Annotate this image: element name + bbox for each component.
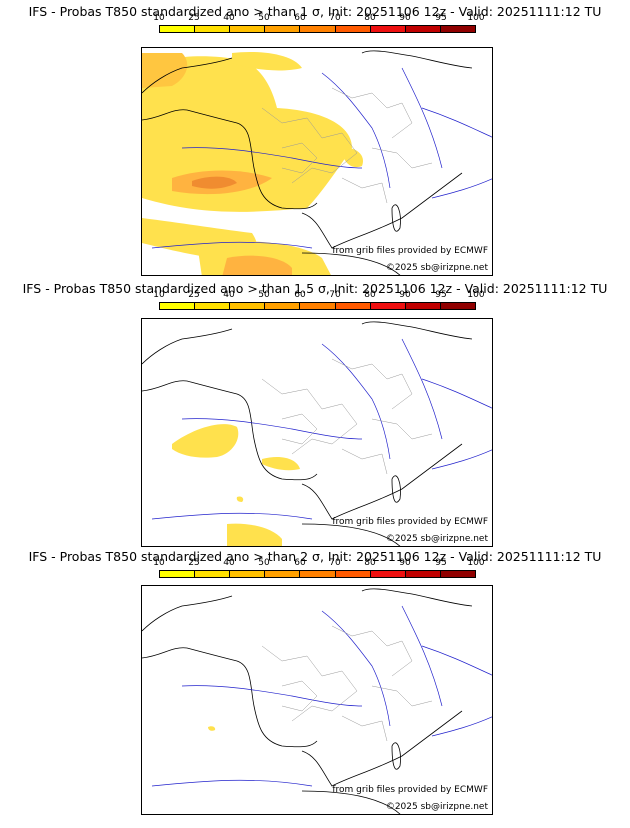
map-svg — [142, 588, 492, 814]
colorbar-tick: 70 — [329, 290, 341, 300]
coastline — [142, 50, 473, 275]
map-area: from grib files provided by ECMWF ©2025 … — [141, 47, 493, 276]
map-panel-1: IFS - Probas T850 standardized ano > tha… — [0, 0, 630, 276]
colorbar — [159, 570, 476, 578]
map-area: from grib files provided by ECMWF ©2025 … — [141, 318, 493, 547]
panel-title: IFS - Probas T850 standardized ano > tha… — [28, 4, 602, 19]
colorbar-tick: 90 — [399, 290, 411, 300]
colorbar — [159, 302, 476, 310]
colorbar-tick: 80 — [364, 13, 376, 23]
probability-shading — [142, 51, 363, 275]
colorbar-bin — [440, 303, 475, 309]
colorbar-tick: 60 — [294, 13, 306, 23]
colorbar-tick: 50 — [258, 290, 270, 300]
colorbar-tick: 90 — [399, 558, 411, 568]
colorbar-tick: 100 — [467, 558, 485, 568]
colorbar-tick: 60 — [294, 290, 306, 300]
colorbar-tick: 95 — [435, 13, 447, 23]
colorbar-bin — [160, 571, 196, 577]
colorbar — [159, 25, 476, 33]
colorbar-bin — [230, 303, 266, 309]
colorbar-bin — [370, 303, 406, 309]
probability-shading — [172, 424, 300, 546]
colorbar-bin — [370, 26, 406, 32]
copyright-credit: ©2025 sb@irizpne.net — [385, 263, 488, 273]
map-area: from grib files provided by ECMWF ©2025 … — [141, 585, 493, 815]
copyright-credit: ©2025 sb@irizpne.net — [385, 802, 488, 812]
colorbar-bin — [405, 571, 441, 577]
colorbar-bin — [265, 571, 301, 577]
colorbar-tick: 40 — [223, 290, 235, 300]
colorbar-tick: 25 — [188, 558, 200, 568]
coastline — [142, 588, 473, 814]
colorbar-tick: 25 — [188, 290, 200, 300]
probability-shading — [208, 726, 216, 731]
colorbar-tick: 50 — [258, 558, 270, 568]
colorbar-bin — [265, 26, 301, 32]
colorbar-bin — [405, 303, 441, 309]
colorbar-tick: 70 — [329, 13, 341, 23]
map-panel-2: IFS - Probas T850 standardized ano > tha… — [0, 277, 630, 547]
colorbar-tick: 40 — [223, 13, 235, 23]
colorbar-tick: 95 — [435, 558, 447, 568]
colorbar-tick: 100 — [467, 290, 485, 300]
colorbar-tick: 50 — [258, 13, 270, 23]
panel-title: IFS - Probas T850 standardized ano > tha… — [28, 549, 602, 564]
rivers — [151, 605, 492, 787]
colorbar-bin — [300, 571, 336, 577]
colorbar-bin — [335, 571, 371, 577]
colorbar-tick: 100 — [467, 13, 485, 23]
source-credit: from grib files provided by ECMWF — [332, 517, 488, 527]
borders — [261, 358, 433, 475]
map-svg — [142, 50, 492, 275]
colorbar-bin — [370, 571, 406, 577]
borders — [261, 87, 433, 204]
colorbar-bin — [160, 303, 196, 309]
colorbar-bin — [300, 303, 336, 309]
map-panel-3: IFS - Probas T850 standardized ano > tha… — [0, 545, 630, 815]
coastline — [142, 321, 473, 546]
colorbar-bin — [440, 571, 475, 577]
colorbar-tick: 60 — [294, 558, 306, 568]
rivers — [151, 67, 492, 249]
colorbar-bin — [405, 26, 441, 32]
colorbar-tick: 10 — [153, 13, 165, 23]
colorbar-bin — [195, 303, 231, 309]
colorbar-tick: 25 — [188, 13, 200, 23]
colorbar-tick: 10 — [153, 290, 165, 300]
borders — [261, 625, 433, 742]
rivers — [151, 338, 492, 520]
colorbar-tick-labels: 10 25 40 50 60 70 80 90 95 100 — [153, 558, 484, 568]
colorbar-bin — [335, 26, 371, 32]
map-svg — [142, 321, 492, 546]
source-credit: from grib files provided by ECMWF — [332, 785, 488, 795]
colorbar-tick: 80 — [364, 558, 376, 568]
colorbar-bin — [230, 571, 266, 577]
colorbar-bin — [230, 26, 266, 32]
colorbar-tick: 40 — [223, 558, 235, 568]
colorbar-bin — [265, 303, 301, 309]
colorbar-tick: 10 — [153, 558, 165, 568]
colorbar-bin — [160, 26, 196, 32]
colorbar-bin — [195, 26, 231, 32]
colorbar-tick: 90 — [399, 13, 411, 23]
colorbar-tick: 70 — [329, 558, 341, 568]
copyright-credit: ©2025 sb@irizpne.net — [385, 534, 488, 544]
colorbar-tick-labels: 10 25 40 50 60 70 80 90 95 100 — [153, 13, 484, 23]
colorbar-bin — [440, 26, 475, 32]
colorbar-tick-labels: 10 25 40 50 60 70 80 90 95 100 — [153, 290, 484, 300]
colorbar-bin — [300, 26, 336, 32]
source-credit: from grib files provided by ECMWF — [332, 246, 488, 256]
colorbar-tick: 95 — [435, 290, 447, 300]
colorbar-bin — [195, 571, 231, 577]
colorbar-bin — [335, 303, 371, 309]
colorbar-tick: 80 — [364, 290, 376, 300]
panel-title: IFS - Probas T850 standardized ano > tha… — [22, 281, 608, 296]
